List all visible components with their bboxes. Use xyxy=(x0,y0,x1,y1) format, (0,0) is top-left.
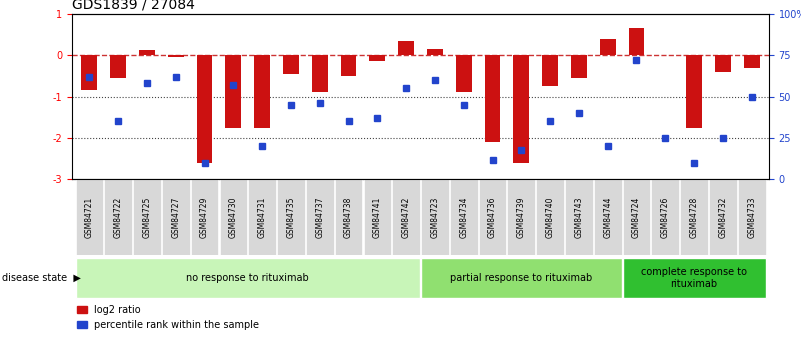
Bar xyxy=(622,257,766,298)
Bar xyxy=(508,179,535,255)
Text: GSM84723: GSM84723 xyxy=(430,197,440,238)
Bar xyxy=(398,41,414,55)
Text: GSM84742: GSM84742 xyxy=(401,197,411,238)
Bar xyxy=(191,179,219,255)
Bar xyxy=(335,179,362,255)
Bar xyxy=(421,257,622,298)
Text: GSM84736: GSM84736 xyxy=(488,197,497,238)
Bar xyxy=(565,179,593,255)
Text: GSM84728: GSM84728 xyxy=(690,197,698,238)
Text: disease state  ▶: disease state ▶ xyxy=(2,273,80,283)
Bar xyxy=(225,55,241,128)
Text: GSM84735: GSM84735 xyxy=(287,197,296,238)
Bar xyxy=(479,179,506,255)
Bar xyxy=(456,55,472,92)
Text: GSM84721: GSM84721 xyxy=(85,197,94,238)
Bar xyxy=(369,55,385,61)
Text: GSM84740: GSM84740 xyxy=(545,197,554,238)
Text: GSM84743: GSM84743 xyxy=(574,197,583,238)
Text: no response to rituximab: no response to rituximab xyxy=(187,273,309,283)
Bar xyxy=(686,55,702,128)
Bar xyxy=(571,55,587,78)
Bar xyxy=(392,179,420,255)
Text: GSM84739: GSM84739 xyxy=(517,197,525,238)
Text: GSM84730: GSM84730 xyxy=(229,197,238,238)
Bar xyxy=(162,179,190,255)
Bar xyxy=(680,179,708,255)
Bar xyxy=(111,55,126,78)
Bar xyxy=(306,179,333,255)
Legend: log2 ratio, percentile rank within the sample: log2 ratio, percentile rank within the s… xyxy=(77,305,260,330)
Bar xyxy=(600,39,616,55)
Bar xyxy=(219,179,248,255)
Bar xyxy=(75,257,420,298)
Text: GSM84727: GSM84727 xyxy=(171,197,180,238)
Bar xyxy=(168,55,183,57)
Bar xyxy=(450,179,477,255)
Text: GSM84726: GSM84726 xyxy=(661,197,670,238)
Text: GSM84731: GSM84731 xyxy=(258,197,267,238)
Bar xyxy=(485,55,501,142)
Text: GSM84729: GSM84729 xyxy=(200,197,209,238)
Bar xyxy=(277,179,304,255)
Bar xyxy=(364,179,391,255)
Bar xyxy=(312,55,328,92)
Text: complete response to
rituximab: complete response to rituximab xyxy=(641,267,747,288)
Text: GSM84725: GSM84725 xyxy=(143,197,151,238)
Text: GSM84722: GSM84722 xyxy=(114,197,123,238)
Bar xyxy=(709,179,737,255)
Text: GSM84738: GSM84738 xyxy=(344,197,353,238)
Text: GSM84741: GSM84741 xyxy=(372,197,382,238)
Bar xyxy=(537,179,564,255)
Bar xyxy=(427,49,443,55)
Bar xyxy=(629,28,645,55)
Text: GSM84737: GSM84737 xyxy=(316,197,324,238)
Bar xyxy=(744,55,759,68)
Bar xyxy=(133,179,161,255)
Bar xyxy=(254,55,270,128)
Bar xyxy=(196,55,212,163)
Bar xyxy=(104,179,132,255)
Bar xyxy=(340,55,356,76)
Bar xyxy=(542,55,558,86)
Bar xyxy=(715,55,731,72)
Bar xyxy=(82,55,97,90)
Bar xyxy=(75,179,103,255)
Text: GSM84734: GSM84734 xyxy=(459,197,469,238)
Bar xyxy=(421,179,449,255)
Bar xyxy=(248,179,276,255)
Text: GSM84732: GSM84732 xyxy=(718,197,727,238)
Text: GDS1839 / 27084: GDS1839 / 27084 xyxy=(72,0,195,11)
Bar xyxy=(139,50,155,55)
Bar xyxy=(594,179,622,255)
Text: GSM84744: GSM84744 xyxy=(603,197,612,238)
Text: GSM84733: GSM84733 xyxy=(747,197,756,238)
Bar xyxy=(651,179,679,255)
Bar xyxy=(283,55,299,74)
Bar xyxy=(738,179,766,255)
Bar xyxy=(622,179,650,255)
Text: partial response to rituximab: partial response to rituximab xyxy=(450,273,593,283)
Bar xyxy=(513,55,529,163)
Text: GSM84724: GSM84724 xyxy=(632,197,641,238)
